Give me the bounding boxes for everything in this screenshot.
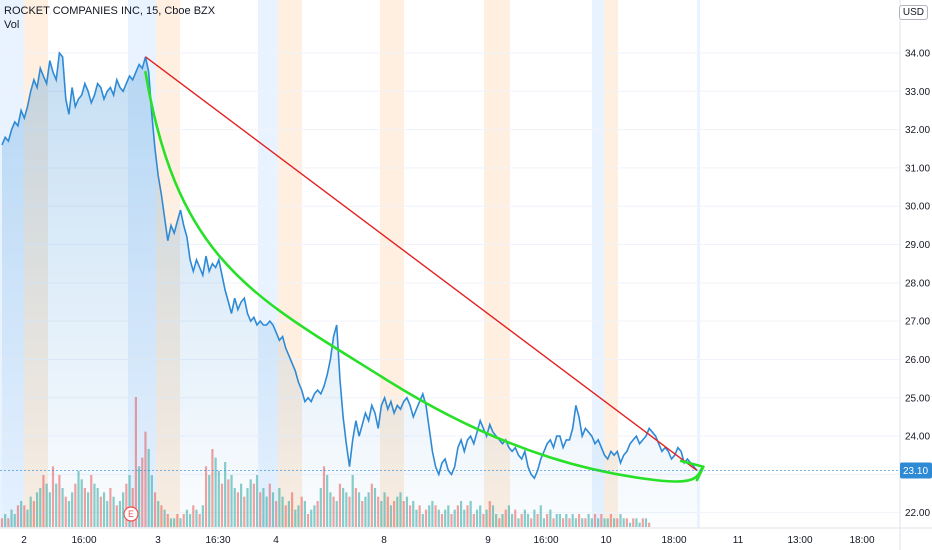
currency-badge[interactable]: USD [898,5,928,20]
x-tick-label: 13:00 [787,535,812,546]
y-tick-label: 26.00 [905,355,930,366]
x-tick-label: 2 [21,535,27,546]
earnings-marker[interactable]: E [123,506,139,522]
x-tick-label: 3 [155,535,161,546]
y-tick-label: 32.00 [905,125,930,136]
x-tick-label: 11 [733,535,744,546]
y-tick-label: 27.00 [905,317,930,328]
x-tick-label: 18:00 [849,535,874,546]
y-tick-label: 24.00 [905,432,930,443]
session-band [592,0,604,528]
x-tick-label: 8 [381,535,387,546]
x-tick-label: 10 [600,535,612,546]
symbol-title[interactable]: ROCKET COMPANIES INC, 15, Cboe BZX [4,5,216,17]
x-tick-label: 16:00 [71,535,96,546]
volume-indicator-label[interactable]: Vol [4,19,20,31]
y-tick-label: 25.00 [905,393,930,404]
session-band [697,0,700,528]
x-tick-label: 9 [485,535,491,546]
time-axis[interactable]: 2 16:00 3 16:30 4 8 9 16:00 10 18:00 11 13:00 18:00 [0,527,932,546]
y-tick-label: 29.00 [905,240,930,251]
y-tick-label: 30.00 [905,202,930,213]
y-tick-label: 33.00 [905,87,930,98]
y-tick-label: 34.00 [905,48,930,59]
chart-legend: ROCKET COMPANIES INC, 15, Cboe BZX Vol [4,4,215,32]
last-price-label: 23.10 [903,466,928,477]
session-band [604,0,618,528]
x-tick-label: 18:00 [661,535,686,546]
price-area-fill [2,53,697,528]
y-tick-label: 22.00 [905,508,930,519]
earnings-marker-label: E [128,509,134,519]
x-tick-label: 16:00 [533,535,558,546]
x-tick-label: 16:30 [205,535,230,546]
x-tick-label: 4 [273,535,279,546]
curve-green-arrow[interactable] [144,70,705,483]
trendline-red[interactable] [145,56,698,472]
price-line [1,51,698,480]
last-price-tag: 23.10 [900,462,932,479]
y-tick-label: 28.00 [905,278,930,289]
y-tick-label: 31.00 [905,163,930,174]
